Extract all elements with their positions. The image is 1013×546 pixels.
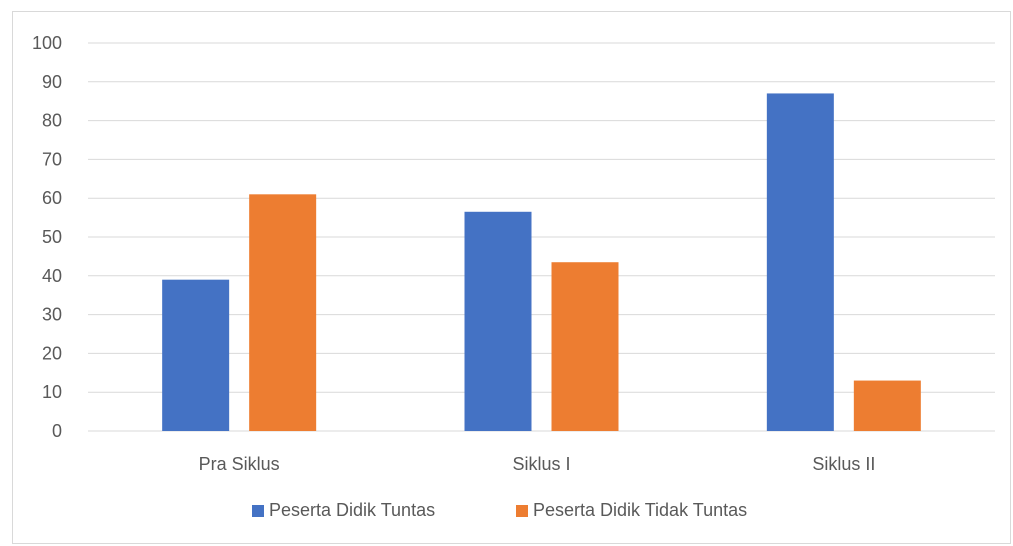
bar-tidak-tuntas-1 [551,262,619,431]
legend-label-1: Peserta Didik Tidak Tuntas [533,500,747,520]
y-tick-label-100: 100 [32,33,62,53]
bar-tuntas-2 [766,93,834,431]
y-tick-label-80: 80 [42,111,62,131]
y-tick-label-30: 30 [42,305,62,325]
bar-tidak-tuntas-0 [249,194,317,431]
y-tick-label-20: 20 [42,343,62,363]
y-tick-label-40: 40 [42,266,62,286]
bar-tidak-tuntas-2 [853,380,921,431]
y-tick-label-10: 10 [42,382,62,402]
legend-swatch-1 [516,505,528,517]
x-tick-label-1: Siklus I [512,454,570,474]
y-tick-label-70: 70 [42,149,62,169]
bar-tuntas-0 [162,279,230,431]
bar-tuntas-1 [464,211,532,431]
x-tick-label-0: Pra Siklus [199,454,280,474]
legend-label-0: Peserta Didik Tuntas [269,500,435,520]
y-tick-label-90: 90 [42,72,62,92]
y-tick-label-60: 60 [42,188,62,208]
y-tick-label-0: 0 [52,421,62,441]
x-tick-label-2: Siklus II [812,454,875,474]
legend-swatch-0 [252,505,264,517]
y-tick-label-50: 50 [42,227,62,247]
